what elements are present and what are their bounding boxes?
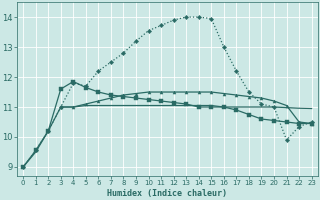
X-axis label: Humidex (Indice chaleur): Humidex (Indice chaleur)	[108, 189, 228, 198]
